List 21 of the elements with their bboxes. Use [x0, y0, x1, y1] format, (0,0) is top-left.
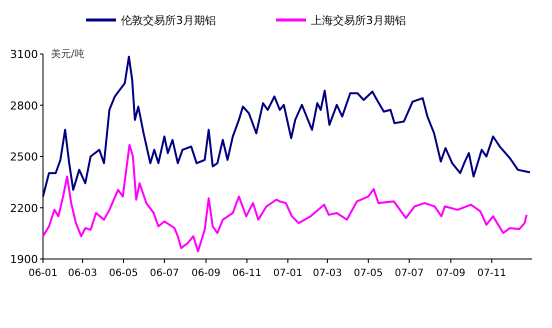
- y-tick-label: 2800: [10, 99, 38, 112]
- y-tick-label: 3100: [10, 48, 38, 61]
- legend-label: 上海交易所3月期铝: [311, 14, 406, 27]
- x-tick-label: 06-09: [191, 268, 221, 279]
- x-tick-label: 07-11: [477, 268, 506, 279]
- x-tick-label: 07-07: [394, 268, 424, 279]
- x-tick-label: 06-03: [68, 268, 98, 279]
- line-series: [42, 144, 528, 252]
- x-tick-label: 06-05: [108, 268, 138, 279]
- y-tick-label: 1900: [10, 253, 38, 266]
- x-tick-label: 07-03: [312, 268, 342, 279]
- y-axis-title: 美元/吨: [51, 48, 84, 60]
- x-tick-label: 06-07: [150, 268, 179, 279]
- x-tick-label: 06-01: [28, 268, 58, 279]
- x-tick-label: 07-09: [436, 268, 466, 279]
- y-tick-label: 2500: [10, 150, 38, 164]
- x-tick-label: 07-01: [273, 268, 302, 279]
- x-tick-label: 06-11: [232, 268, 262, 279]
- legend-label: 伦敦交易所3月期铝: [121, 14, 216, 27]
- x-tick-label: 07-05: [354, 268, 383, 279]
- y-tick-label: 2200: [10, 202, 38, 215]
